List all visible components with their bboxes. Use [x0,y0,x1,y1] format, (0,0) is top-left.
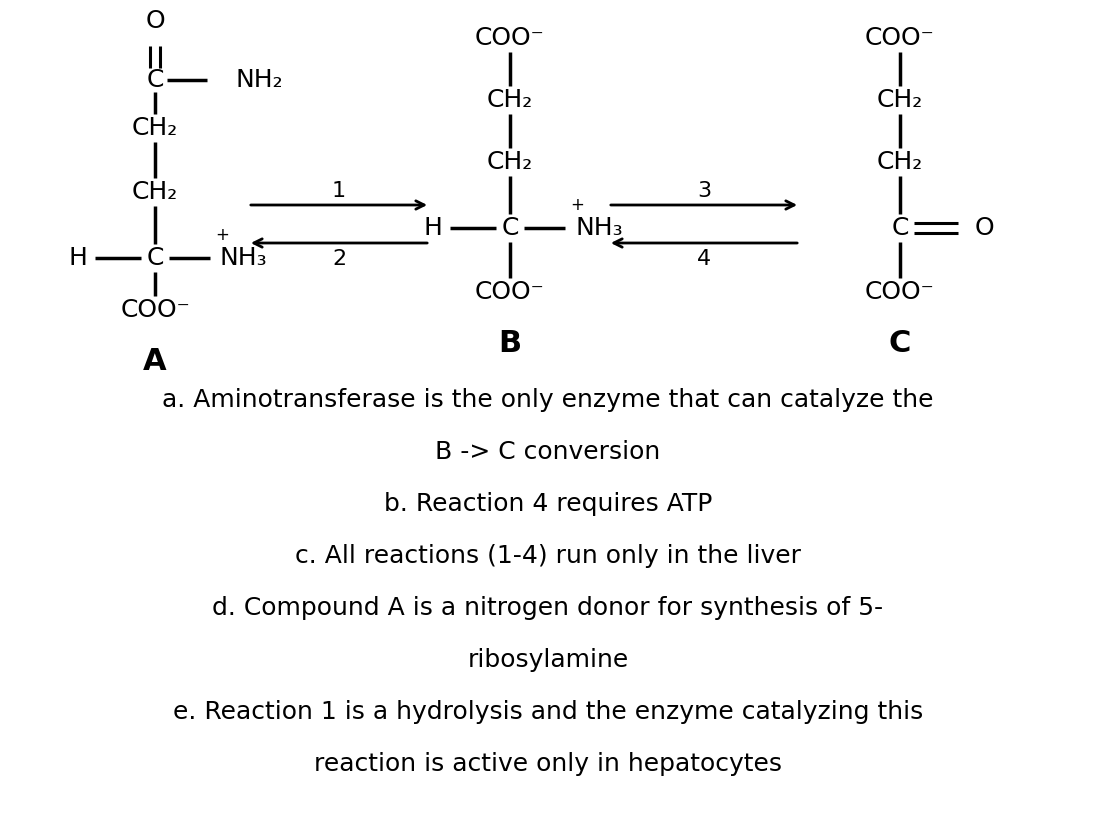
Text: H: H [423,216,442,240]
Text: e. Reaction 1 is a hydrolysis and the enzyme catalyzing this: e. Reaction 1 is a hydrolysis and the en… [173,700,923,724]
Text: 1: 1 [332,181,346,201]
Text: a. Aminotransferase is the only enzyme that can catalyze the: a. Aminotransferase is the only enzyme t… [162,388,934,412]
Text: 3: 3 [697,181,711,201]
Text: 4: 4 [697,249,711,269]
Text: 2: 2 [332,249,346,269]
Text: C: C [891,216,909,240]
Text: C: C [146,68,163,92]
Text: C: C [146,246,163,270]
Text: H: H [68,246,87,270]
Text: CH₂: CH₂ [132,180,179,204]
Text: NH₃: NH₃ [220,246,267,270]
Text: COO⁻: COO⁻ [865,280,935,304]
Text: reaction is active only in hepatocytes: reaction is active only in hepatocytes [313,752,783,776]
Text: C: C [889,329,911,359]
Text: C: C [501,216,518,240]
Text: O: O [145,9,164,33]
Text: CH₂: CH₂ [487,88,533,112]
Text: NH₃: NH₃ [575,216,623,240]
Text: O: O [975,216,995,240]
Text: b. Reaction 4 requires ATP: b. Reaction 4 requires ATP [384,492,712,516]
Text: B: B [499,329,522,359]
Text: CH₂: CH₂ [487,150,533,174]
Text: COO⁻: COO⁻ [121,298,190,322]
Text: CH₂: CH₂ [132,116,179,140]
Text: NH₂: NH₂ [235,68,283,92]
Text: CH₂: CH₂ [877,150,923,174]
Text: +: + [215,226,229,244]
Text: A: A [144,348,167,377]
Text: COO⁻: COO⁻ [476,26,545,50]
Text: B -> C conversion: B -> C conversion [435,440,661,464]
Text: d. Compound A is a nitrogen donor for synthesis of 5-: d. Compound A is a nitrogen donor for sy… [213,596,883,620]
Text: COO⁻: COO⁻ [476,280,545,304]
Text: +: + [570,196,584,214]
Text: ribosylamine: ribosylamine [467,648,629,672]
Text: CH₂: CH₂ [877,88,923,112]
Text: c. All reactions (1-4) run only in the liver: c. All reactions (1-4) run only in the l… [295,544,801,568]
Text: COO⁻: COO⁻ [865,26,935,50]
